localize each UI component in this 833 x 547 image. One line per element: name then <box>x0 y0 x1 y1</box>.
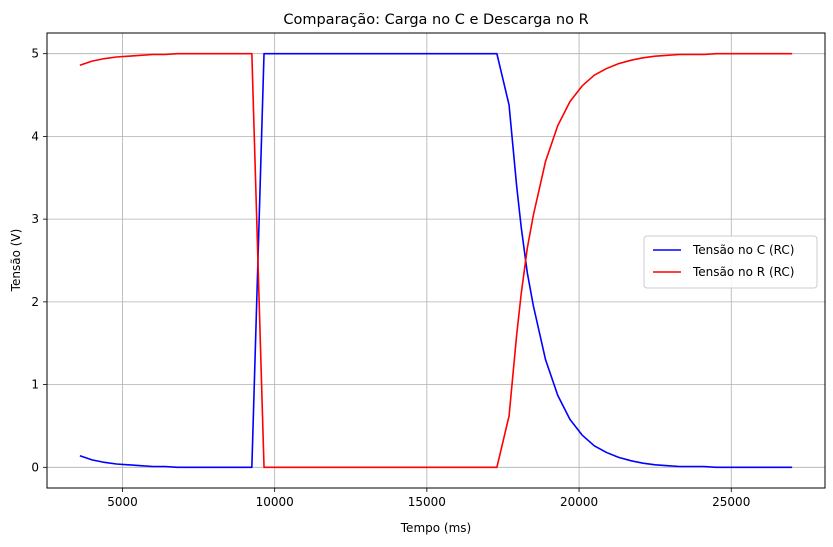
x-axis-label: Tempo (ms) <box>400 521 471 535</box>
legend-box <box>643 235 818 289</box>
legend: Tensão no C (RC) Tensão no R (RC) <box>643 235 818 289</box>
series-layer <box>79 52 793 469</box>
x-tick-label: 10000 <box>256 495 294 509</box>
x-tick-label: 15000 <box>408 495 446 509</box>
y-tick-label: 3 <box>31 212 39 226</box>
legend-label-capacitor: Tensão no C (RC) <box>692 243 794 257</box>
series-line-0 <box>79 52 793 469</box>
x-axis-ticks: 5000 10000 15000 20000 25000 <box>107 488 750 509</box>
x-tick-label: 5000 <box>107 495 138 509</box>
x-tick-label: 20000 <box>560 495 598 509</box>
y-tick-label: 1 <box>31 378 39 392</box>
series-line-1 <box>79 52 793 469</box>
y-axis-ticks: 0 1 2 3 4 5 <box>31 47 47 474</box>
y-tick-label: 0 <box>31 460 39 474</box>
legend-label-resistor: Tensão no R (RC) <box>692 265 794 279</box>
y-tick-label: 5 <box>31 47 39 61</box>
y-tick-label: 2 <box>31 295 39 309</box>
x-tick-label: 25000 <box>712 495 750 509</box>
chart-title: Comparação: Carga no C e Descarga no R <box>283 12 588 28</box>
y-axis-label: Tensão (V) <box>9 229 23 293</box>
plot-frame <box>46 32 826 489</box>
y-tick-label: 4 <box>31 129 39 143</box>
